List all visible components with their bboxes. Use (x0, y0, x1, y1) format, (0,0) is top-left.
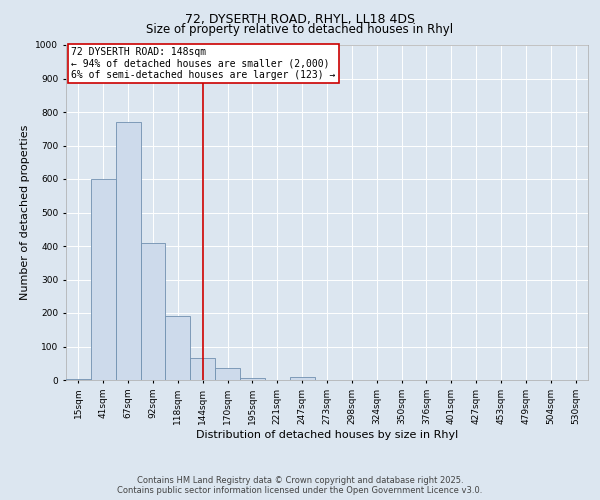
Bar (190, 358, 215, 380)
Text: Size of property relative to detached houses in Rhyl: Size of property relative to detached ho… (146, 22, 454, 36)
Text: Contains HM Land Registry data © Crown copyright and database right 2025.
Contai: Contains HM Land Registry data © Crown c… (118, 476, 482, 495)
Bar (91, 179, 116, 380)
Text: 72, DYSERTH ROAD, RHYL, LL18 4DS: 72, DYSERTH ROAD, RHYL, LL18 4DS (185, 12, 415, 26)
Text: 72 DYSERTH ROAD: 148sqm
← 94% of detached houses are smaller (2,000)
6% of semi-: 72 DYSERTH ROAD: 148sqm ← 94% of detache… (71, 46, 335, 80)
X-axis label: Distribution of detached houses by size in Rhyl: Distribution of detached houses by size … (196, 430, 458, 440)
Bar (240, 378, 265, 380)
Bar (215, 368, 240, 380)
Bar (116, 122, 140, 380)
Y-axis label: Number of detached properties: Number of detached properties (20, 125, 30, 300)
Bar (140, 242, 166, 380)
Bar (290, 378, 314, 380)
Bar (166, 316, 190, 380)
